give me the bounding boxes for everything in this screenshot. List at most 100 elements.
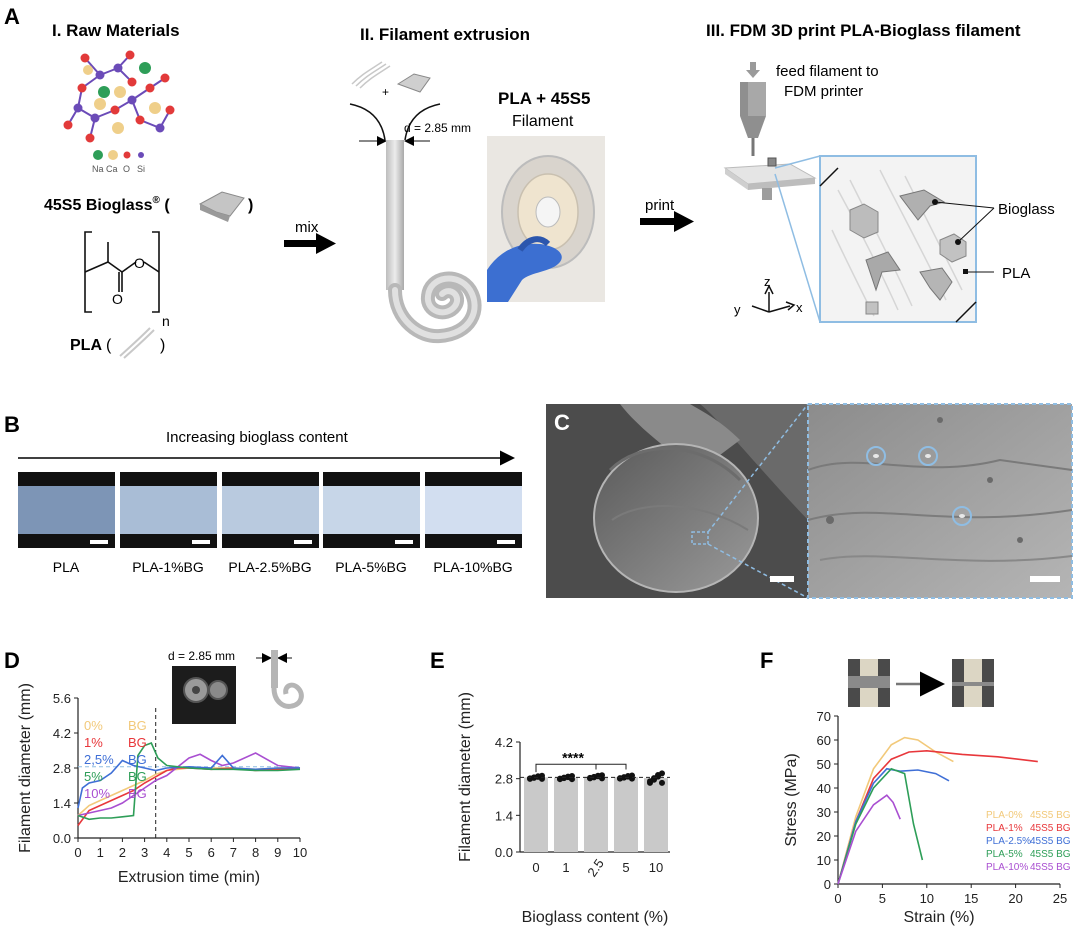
series-line — [837, 794, 901, 885]
legend-pct: 2,5% — [84, 752, 114, 767]
x-axis-title: Strain (%) — [903, 909, 974, 926]
legend-unit: 45S5 BG — [1030, 836, 1071, 847]
axis-x-label: x — [796, 300, 803, 315]
panel-letter-f: F — [760, 648, 773, 673]
series-line — [77, 754, 300, 809]
pla-strand-icon — [119, 327, 155, 359]
xyz-axes-icon — [751, 284, 796, 313]
y-tick-label: 2.8 — [53, 761, 71, 776]
fdm-printer-icon — [723, 62, 817, 200]
y-tick-label: 50 — [817, 757, 831, 772]
y-axis-title: Filament diameter (mm) — [457, 692, 474, 862]
y-tick-label: 0 — [824, 877, 831, 892]
filament-subtitle: Filament — [512, 113, 574, 130]
x-tick-label: 0 — [834, 891, 841, 906]
x-tick-label: 1 — [562, 860, 569, 875]
increasing-bioglass-label: Increasing bioglass content — [166, 429, 349, 446]
data-point — [659, 779, 665, 786]
filament-strip — [323, 486, 420, 534]
pla-callout: PLA — [1002, 265, 1030, 282]
legend-unit: BG — [128, 769, 147, 784]
x-tick-label: 0 — [74, 845, 81, 860]
inset-diameter-label: d = 2.85 mm — [168, 649, 235, 663]
bioglass-label-close: ) — [248, 197, 253, 214]
y-tick-label: 0.0 — [53, 831, 71, 846]
pla-strands-icon — [351, 61, 391, 89]
x-tick-label: 0 — [532, 860, 539, 875]
pla-structure-o-bottom: O — [112, 291, 123, 307]
x-tick-label: 9 — [274, 845, 281, 860]
x-axis-title: Extrusion time (min) — [118, 869, 260, 886]
bioglass-molecule-icon — [63, 50, 175, 143]
panel-letter-b: B — [4, 412, 20, 437]
legend-pct: 1% — [84, 735, 103, 750]
series-line — [77, 752, 301, 817]
data-point — [539, 775, 545, 782]
x-tick-label: 10 — [920, 891, 934, 906]
print-label: print — [645, 197, 675, 214]
diameter-label: d = 2.85 mm — [404, 121, 471, 135]
y-tick-label: 4.2 — [495, 735, 513, 750]
pla-label-open: ( — [106, 337, 112, 354]
data-point — [599, 775, 605, 782]
series-line — [837, 736, 954, 885]
bar — [644, 778, 668, 852]
legend-pct: PLA-10% — [986, 862, 1028, 873]
feed-label-line1: feed filament to — [776, 63, 879, 80]
filament-strips: PLA PLA-1%BG PLA-2.5%BG PLA-5%BG PLA-10%BG — [18, 472, 522, 575]
section-title-raw-materials: I. Raw Materials — [52, 21, 180, 40]
legend-unit: 45S5 BG — [1030, 862, 1071, 873]
legend-pct: 5% — [84, 769, 103, 784]
y-tick-label: 70 — [817, 709, 831, 724]
legend-unit: 45S5 BG — [1030, 849, 1071, 860]
x-tick-label: 5 — [185, 845, 192, 860]
y-tick-label: 60 — [817, 733, 831, 748]
filament-sample-label: PLA-5%BG — [335, 559, 407, 575]
x-tick-label: 15 — [964, 891, 978, 906]
panel-letter-e: E — [430, 648, 445, 673]
scale-bar — [395, 540, 413, 544]
legend-pct: PLA-1% — [986, 823, 1023, 834]
legend-pct: PLA-0% — [986, 810, 1023, 821]
bar — [524, 777, 548, 852]
extrusion-diagram: + d = 2.85 mm — [349, 61, 482, 344]
legend-pct: 0% — [84, 718, 103, 733]
tensile-photo-after — [952, 659, 994, 707]
section-title-filament-extrusion: II. Filament extrusion — [360, 25, 530, 44]
bioglass-label: 45S5 Bioglass® ( — [44, 195, 170, 214]
x-axis-title: Bioglass content (%) — [522, 909, 669, 926]
x-tick-label: 2 — [119, 845, 126, 860]
data-point — [629, 775, 635, 782]
panel-letter-c: C — [554, 410, 570, 435]
filament-sample-label: PLA — [53, 559, 80, 575]
feed-label-line2: FDM printer — [784, 83, 863, 100]
series-line — [77, 767, 301, 826]
filament-strip — [222, 486, 319, 534]
x-tick-label: 6 — [208, 845, 215, 860]
x-tick-label: 10 — [293, 845, 307, 860]
axis-y-label: y — [734, 302, 741, 317]
legend-unit: BG — [128, 752, 147, 767]
print-arrow-icon — [640, 211, 694, 232]
filament-title: PLA + 45S5 — [498, 89, 590, 108]
significance-bracket — [535, 763, 627, 773]
atom-legend-o: O — [123, 164, 130, 174]
tensile-photo-before — [848, 659, 890, 707]
x-tick-label: 1 — [97, 845, 104, 860]
atom-legend-si: Si — [137, 164, 145, 174]
x-tick-label: 4 — [163, 845, 170, 860]
panel-a: A I. Raw Materials II. Filament extrusio… — [4, 4, 1055, 359]
pla-label-close: ) — [160, 337, 165, 354]
panel-letter-d: D — [4, 648, 20, 673]
series-line — [837, 767, 924, 885]
legend-pct: PLA-2.5% — [986, 836, 1031, 847]
scale-bar — [497, 540, 515, 544]
filament-sample-label: PLA-2.5%BG — [228, 559, 311, 575]
panel-c: C — [546, 403, 1073, 599]
pla-structure-icon — [84, 231, 160, 313]
data-point — [655, 772, 661, 778]
legend-unit: BG — [128, 735, 147, 750]
y-axis-title: Stress (MPa) — [783, 753, 800, 846]
pla-structure-o-top: O — [134, 255, 145, 271]
